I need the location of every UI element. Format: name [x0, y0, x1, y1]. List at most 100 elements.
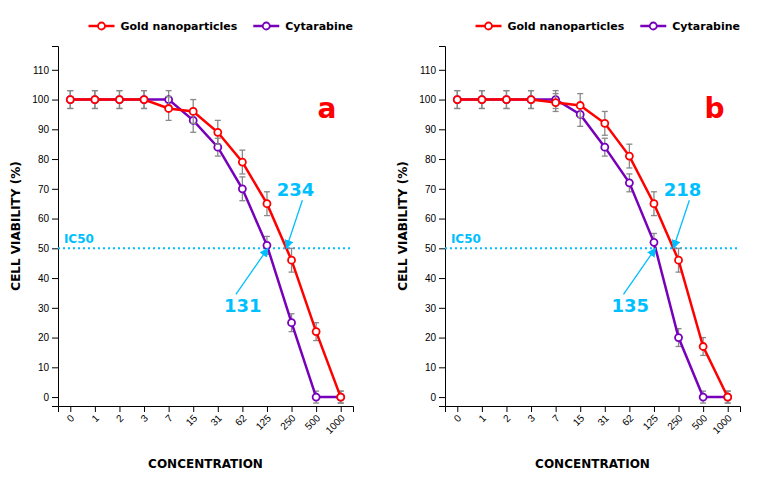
- tick-mark: [119, 406, 120, 412]
- annotation-arrow: [673, 200, 689, 248]
- tick-mark: [218, 406, 219, 412]
- error-bar-cap: [528, 90, 534, 91]
- point: [190, 108, 197, 115]
- tick-label: 70: [38, 184, 50, 195]
- tick-label: 40: [425, 273, 437, 284]
- error-bar: [239, 150, 245, 174]
- y-axis: 0102030405060708090100110: [419, 47, 445, 407]
- error-bar-cap: [215, 155, 221, 156]
- tick-label: 100: [32, 94, 49, 105]
- tick-label: 90: [38, 124, 50, 135]
- tick-label: 500: [303, 412, 323, 432]
- tick-mark: [169, 406, 170, 412]
- tick: 125: [254, 406, 274, 432]
- error-bar: [528, 91, 534, 109]
- tick-mark: [341, 406, 342, 412]
- error-bar-cap: [602, 138, 608, 139]
- legend-marker: [650, 23, 657, 30]
- point: [454, 96, 461, 103]
- tick-mark: [52, 278, 58, 279]
- tick-label: 110: [420, 65, 436, 76]
- error-bar-cap: [289, 248, 295, 249]
- line: [70, 100, 340, 398]
- point: [650, 239, 657, 246]
- error-bar-cap: [239, 176, 245, 177]
- error-bar-cap: [92, 108, 98, 109]
- point: [67, 96, 74, 103]
- annotation-label: 218: [664, 179, 702, 200]
- tick: 110: [420, 65, 445, 76]
- tick: 50: [38, 243, 58, 254]
- error-bar-cap: [553, 111, 559, 112]
- tick: 0: [43, 392, 58, 403]
- tick: 125: [641, 406, 661, 432]
- tick: 10: [425, 362, 445, 373]
- error-bar-cap: [503, 90, 509, 91]
- error-bar-cap: [141, 90, 147, 91]
- tick-label: 125: [641, 412, 661, 432]
- annotations: IC50234131a: [64, 92, 337, 316]
- error-bar-cap: [313, 402, 319, 403]
- error-bar-cap: [626, 144, 632, 145]
- tick-mark: [703, 406, 704, 412]
- legend-item: Gold nanoparticles: [476, 20, 625, 33]
- error-bar: [116, 91, 122, 109]
- tick-mark: [556, 406, 557, 412]
- point: [67, 96, 74, 103]
- tick-mark: [439, 129, 445, 130]
- tick-mark: [506, 406, 507, 412]
- annotation-arrow: [286, 200, 302, 248]
- tick-mark: [193, 406, 194, 412]
- tick: 250: [278, 406, 298, 432]
- error-bar-cap: [454, 90, 460, 91]
- error-bar: [141, 91, 147, 109]
- legend: Gold nanoparticlesCytarabine: [476, 20, 740, 33]
- tick-mark: [70, 406, 71, 412]
- error-bar: [553, 94, 559, 112]
- tick: 10: [38, 362, 58, 373]
- tick-mark: [316, 406, 317, 412]
- tick-label: 100: [419, 94, 436, 105]
- tick: 30: [38, 303, 58, 314]
- point: [288, 319, 295, 326]
- line: [457, 100, 727, 398]
- tick-label: 20: [38, 332, 50, 343]
- error-bar-cap: [651, 191, 657, 192]
- tick: 0: [65, 406, 77, 424]
- tick-mark: [267, 406, 268, 412]
- point: [700, 343, 707, 350]
- tick-label: 80: [425, 154, 437, 165]
- tick-mark: [52, 397, 58, 398]
- error-bar-cap: [116, 90, 122, 91]
- panel-label: b: [705, 92, 725, 125]
- tick-label: 2: [501, 412, 513, 424]
- tick: 50: [425, 243, 445, 254]
- error-bar: [116, 91, 122, 109]
- error-bar: [264, 192, 270, 216]
- tick-mark: [439, 248, 445, 249]
- tick-mark: [439, 278, 445, 279]
- error-bar-cap: [239, 149, 245, 150]
- point: [141, 96, 148, 103]
- error-bar-cap: [239, 200, 245, 201]
- error-bar-cap: [553, 93, 559, 94]
- error-bar-cap: [528, 108, 534, 109]
- tick-label: 1000: [710, 412, 734, 436]
- error-bar-cap: [602, 111, 608, 112]
- error-bar-cap: [454, 90, 460, 91]
- tick-label: 10: [425, 362, 437, 373]
- tick: 80: [38, 154, 58, 165]
- tick-mark: [52, 338, 58, 339]
- tick-mark: [531, 406, 532, 412]
- error-bar-cap: [626, 167, 632, 168]
- error-bar-cap: [166, 90, 172, 91]
- tick-mark: [439, 100, 445, 101]
- error-bar: [528, 91, 534, 109]
- tick-label: 50: [425, 243, 437, 254]
- tick-mark: [292, 406, 293, 412]
- tick-label: 0: [43, 392, 49, 403]
- tick-mark: [439, 219, 445, 220]
- tick-mark: [52, 248, 58, 249]
- error-bar-cap: [577, 126, 583, 127]
- tick: 60: [425, 213, 445, 224]
